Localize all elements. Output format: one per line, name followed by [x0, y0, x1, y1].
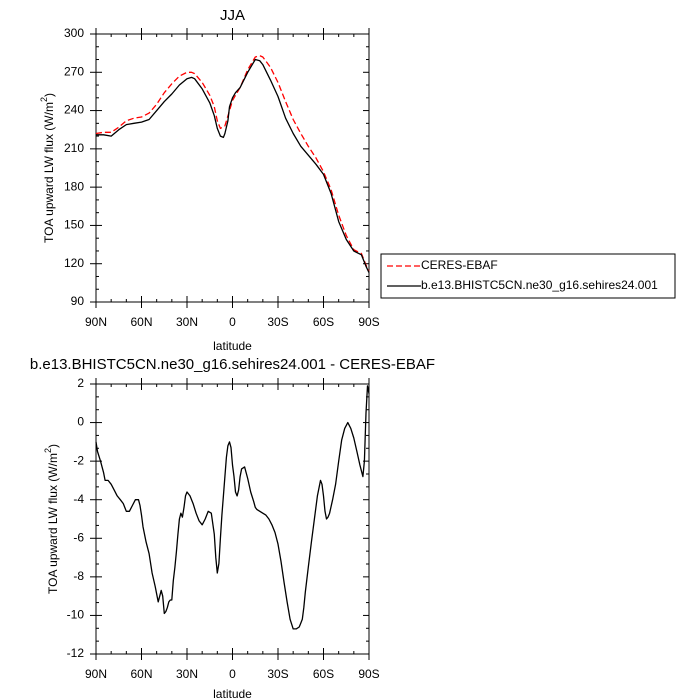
series-line-ceres-ebaf — [95, 55, 370, 272]
y-axis-label: TOA upward LW flux (W/m2) — [39, 93, 56, 243]
y-tick-label: 0 — [77, 415, 84, 429]
x-tick-label: 30S — [267, 667, 288, 681]
x-tick-label: 0 — [229, 315, 236, 329]
y-tick-label: 270 — [64, 64, 84, 78]
legend-label: b.e13.BHISTC5CN.ne30_g16.sehires24.001 — [421, 278, 658, 292]
y-axis-label-tail: ) — [42, 93, 56, 97]
legend: CERES-EBAF b.e13.BHISTC5CN.ne30_g16.sehir… — [380, 253, 676, 299]
legend-box — [380, 253, 676, 299]
y-axis-label-sup: 2 — [43, 448, 53, 453]
series-line-b-e13-bhistc5cn-ne30-g16-sehires24-001 — [96, 58, 370, 273]
x-tick-label: 90S — [358, 315, 379, 329]
x-tick-label: 90N — [85, 315, 107, 329]
x-axis-label: latitude — [213, 339, 252, 353]
plot-frame — [95, 33, 370, 303]
y-tick-label: 180 — [64, 179, 84, 193]
legend-label: CERES-EBAF — [421, 258, 498, 272]
y-tick-label: 240 — [64, 103, 84, 117]
y-tick-label: -12 — [67, 646, 85, 660]
y-tick-label: 300 — [64, 26, 84, 40]
y-tick-label: 210 — [64, 141, 84, 155]
y-axis-label: TOA upward LW flux (W/m2) — [43, 444, 60, 594]
y-tick-label: 150 — [64, 218, 84, 232]
x-tick-label: 0 — [229, 667, 236, 681]
y-tick-label: -10 — [67, 608, 85, 622]
x-tick-label: 30N — [176, 315, 198, 329]
y-tick-label: 120 — [64, 256, 84, 270]
y-tick-label: 90 — [71, 294, 85, 308]
x-tick-label: 60S — [313, 315, 334, 329]
x-tick-label: 30S — [267, 315, 288, 329]
series-line-difference — [95, 385, 370, 630]
x-axis-label: latitude — [213, 687, 252, 700]
chart-title: JJA — [220, 7, 245, 24]
bottom-panel: b.e13.BHISTC5CN.ne30_g16.sehires24.001 -… — [30, 356, 435, 700]
chart-title: b.e13.BHISTC5CN.ne30_g16.sehires24.001 -… — [30, 356, 435, 373]
y-tick-label: 2 — [77, 376, 84, 390]
y-tick-label: -8 — [73, 569, 84, 583]
y-tick-label: -2 — [73, 453, 84, 467]
x-tick-label: 90N — [85, 667, 107, 681]
plot-frame — [95, 383, 370, 655]
y-axis-label-text: TOA upward LW flux (W/m — [42, 102, 56, 243]
x-tick-label: 60N — [130, 315, 152, 329]
x-tick-label: 60S — [313, 667, 334, 681]
y-axis-label-sup: 2 — [39, 97, 49, 102]
x-tick-label: 60N — [130, 667, 152, 681]
x-tick-label: 30N — [176, 667, 198, 681]
y-axis-label-tail: ) — [46, 444, 60, 448]
x-tick-label: 90S — [358, 667, 379, 681]
y-tick-label: -6 — [73, 530, 84, 544]
top-panel: JJA 90 120 150 180 210 240 270 300 90N 60N 30N 0 30S 6… — [39, 7, 676, 353]
y-axis-label-text: TOA upward LW flux (W/m — [46, 453, 60, 594]
y-tick-label: -4 — [73, 492, 84, 506]
